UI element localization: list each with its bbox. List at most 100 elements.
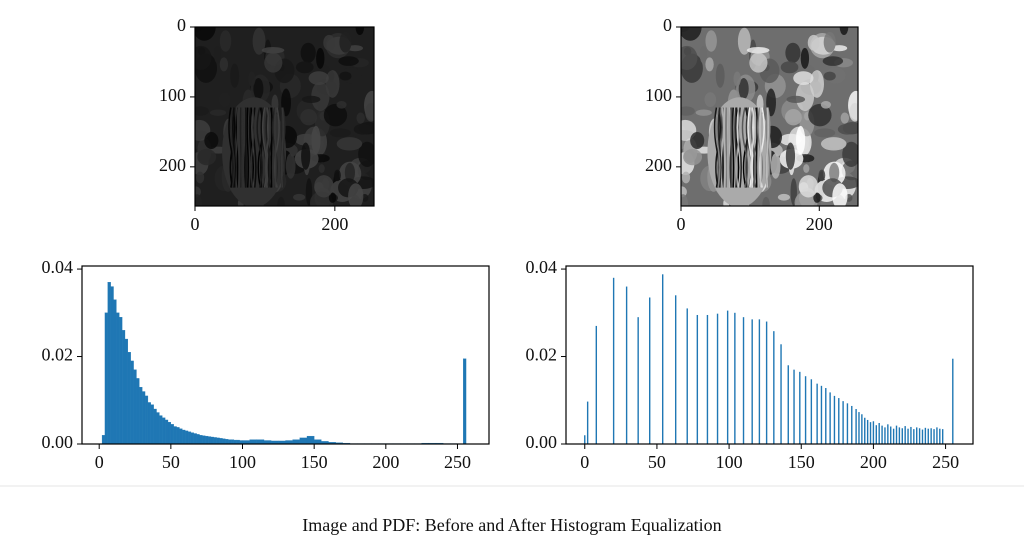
image-blob	[356, 112, 365, 124]
image-blob	[339, 31, 352, 53]
image-blob	[796, 125, 806, 155]
image-blob	[683, 148, 703, 166]
image-blob	[749, 52, 768, 73]
subplot: 0 200 0 100 200	[645, 15, 859, 234]
image-blob	[738, 78, 749, 100]
image-blob	[252, 27, 266, 55]
x-tick-label: 100	[716, 452, 743, 472]
image-blob	[795, 81, 815, 112]
image-blob	[840, 112, 850, 124]
bar	[751, 319, 753, 444]
image-curl	[745, 107, 749, 188]
image-blob	[681, 171, 691, 184]
histogram-bar	[230, 439, 235, 445]
histogram-bar	[193, 433, 197, 445]
image-curl	[723, 107, 726, 188]
histogram-bar	[222, 438, 226, 445]
histogram-bar	[101, 435, 106, 445]
image-blob	[762, 196, 770, 206]
image-blob	[737, 27, 751, 55]
y-tick-label: 100	[645, 85, 672, 105]
histogram-bar	[306, 435, 315, 445]
image-blob	[301, 142, 311, 170]
bar	[793, 369, 795, 444]
image-blob	[209, 109, 227, 116]
image-curl	[230, 107, 236, 188]
image-blob	[786, 95, 806, 104]
histogram-bar	[216, 437, 220, 445]
histogram-bar	[107, 282, 111, 445]
image-blob	[715, 63, 725, 88]
bar	[898, 427, 901, 444]
image-blob	[681, 106, 695, 116]
histogram-bar	[225, 439, 229, 445]
image	[195, 27, 374, 206]
bar	[930, 428, 932, 444]
histogram-bar	[314, 439, 322, 445]
bar	[696, 314, 699, 444]
image-curl	[759, 107, 762, 188]
image-blob	[261, 47, 285, 54]
bar	[881, 425, 883, 444]
histogram-bar	[187, 431, 192, 445]
axes-frame	[565, 265, 974, 445]
image-blob	[746, 47, 770, 54]
image-blob	[204, 132, 219, 150]
image-blob	[705, 30, 717, 52]
histogram-bar	[147, 402, 151, 445]
image-curl	[715, 107, 721, 188]
bar	[842, 401, 844, 444]
image-blob	[323, 103, 348, 127]
x-tick-label: 200	[321, 214, 348, 234]
image-blob	[219, 57, 229, 72]
bar	[866, 419, 869, 444]
image-blob	[681, 194, 689, 206]
histogram-bar	[133, 369, 137, 445]
image-blob	[339, 71, 352, 81]
histogram-bar	[202, 435, 206, 445]
histogram-bar	[162, 417, 166, 445]
image-curl	[256, 107, 263, 188]
bar	[890, 426, 892, 444]
caption: Image and PDF: Before and After Histogra…	[302, 515, 721, 535]
histogram-bar	[210, 436, 214, 445]
bar	[804, 376, 807, 444]
image-blob	[329, 128, 351, 138]
image-blob	[314, 175, 334, 198]
y-tick-label: 100	[159, 85, 186, 105]
bar	[869, 422, 872, 444]
image-blob	[277, 196, 285, 206]
image-curl	[270, 107, 273, 188]
bar	[933, 429, 935, 444]
image-blob	[813, 192, 821, 203]
x-tick-label: 100	[229, 452, 256, 472]
bar	[910, 426, 912, 444]
bar	[637, 317, 639, 444]
subplot: 0 50 100 150 200 250 0.00 0.02 0.04	[526, 257, 974, 472]
image-blob	[780, 61, 799, 74]
image-blob	[328, 192, 337, 203]
image-blob	[837, 123, 857, 135]
image-blob	[348, 183, 364, 206]
x-tick-label: 0	[191, 214, 200, 234]
y-tick-label: 0	[177, 15, 186, 35]
bar	[625, 286, 628, 444]
bar	[924, 427, 927, 444]
image-blob	[809, 70, 824, 98]
bar	[916, 427, 918, 444]
image-blob	[195, 194, 203, 206]
axes-frame	[680, 26, 859, 207]
histogram-bar	[139, 386, 143, 445]
image-blob	[699, 45, 707, 64]
y-tick-label: 200	[159, 155, 186, 175]
image-curl	[750, 107, 755, 188]
image-blob	[823, 31, 836, 53]
x-tick-label: 50	[648, 452, 666, 472]
bar	[726, 310, 729, 444]
image-blob	[800, 47, 810, 69]
bar	[661, 274, 664, 444]
histogram-bar	[150, 404, 154, 445]
image-blob	[705, 57, 714, 72]
image-blob	[829, 162, 840, 183]
